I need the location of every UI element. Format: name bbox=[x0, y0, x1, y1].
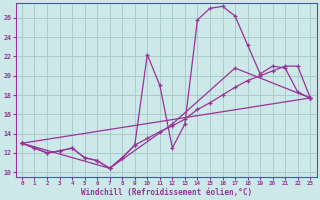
X-axis label: Windchill (Refroidissement éolien,°C): Windchill (Refroidissement éolien,°C) bbox=[81, 188, 252, 197]
